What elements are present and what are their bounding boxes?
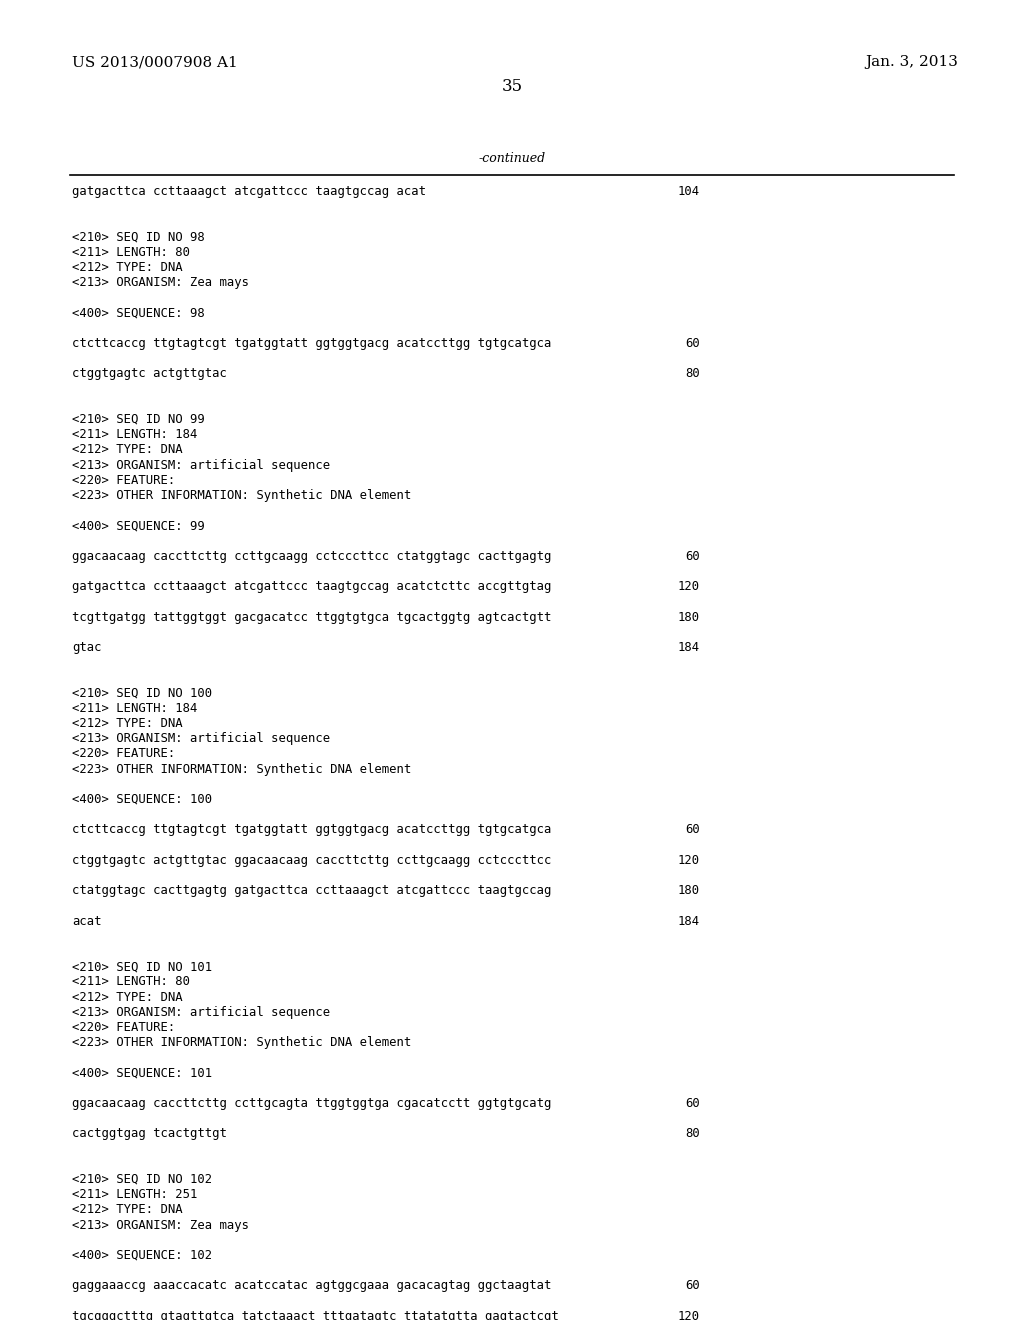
Text: 184: 184 [678, 642, 700, 653]
Text: <213> ORGANISM: Zea mays: <213> ORGANISM: Zea mays [72, 276, 249, 289]
Text: <210> SEQ ID NO 101: <210> SEQ ID NO 101 [72, 960, 212, 973]
Text: tcgttgatgg tattggtggt gacgacatcc ttggtgtgca tgcactggtg agtcactgtt: tcgttgatgg tattggtggt gacgacatcc ttggtgt… [72, 611, 551, 623]
Text: <400> SEQUENCE: 98: <400> SEQUENCE: 98 [72, 306, 205, 319]
Text: ctcttcaccg ttgtagtcgt tgatggtatt ggtggtgacg acatccttgg tgtgcatgca: ctcttcaccg ttgtagtcgt tgatggtatt ggtggtg… [72, 337, 551, 350]
Text: 80: 80 [685, 367, 700, 380]
Text: gatgacttca ccttaaagct atcgattccc taagtgccag acatctcttc accgttgtag: gatgacttca ccttaaagct atcgattccc taagtgc… [72, 581, 551, 593]
Text: <212> TYPE: DNA: <212> TYPE: DNA [72, 990, 182, 1003]
Text: 35: 35 [502, 78, 522, 95]
Text: <220> FEATURE:: <220> FEATURE: [72, 1020, 175, 1034]
Text: 104: 104 [678, 185, 700, 198]
Text: 180: 180 [678, 884, 700, 898]
Text: <220> FEATURE:: <220> FEATURE: [72, 747, 175, 760]
Text: 120: 120 [678, 854, 700, 867]
Text: <210> SEQ ID NO 100: <210> SEQ ID NO 100 [72, 686, 212, 700]
Text: <223> OTHER INFORMATION: Synthetic DNA element: <223> OTHER INFORMATION: Synthetic DNA e… [72, 488, 412, 502]
Text: <213> ORGANISM: Zea mays: <213> ORGANISM: Zea mays [72, 1218, 249, 1232]
Text: <210> SEQ ID NO 98: <210> SEQ ID NO 98 [72, 231, 205, 244]
Text: <223> OTHER INFORMATION: Synthetic DNA element: <223> OTHER INFORMATION: Synthetic DNA e… [72, 1036, 412, 1049]
Text: -continued: -continued [478, 152, 546, 165]
Text: <400> SEQUENCE: 99: <400> SEQUENCE: 99 [72, 519, 205, 532]
Text: US 2013/0007908 A1: US 2013/0007908 A1 [72, 55, 238, 69]
Text: <210> SEQ ID NO 102: <210> SEQ ID NO 102 [72, 1173, 212, 1185]
Text: gtac: gtac [72, 642, 101, 653]
Text: ggacaacaag caccttcttg ccttgcagta ttggtggtga cgacatcctt ggtgtgcatg: ggacaacaag caccttcttg ccttgcagta ttggtgg… [72, 1097, 551, 1110]
Text: <211> LENGTH: 184: <211> LENGTH: 184 [72, 428, 198, 441]
Text: 120: 120 [678, 581, 700, 593]
Text: Jan. 3, 2013: Jan. 3, 2013 [865, 55, 958, 69]
Text: ggacaacaag caccttcttg ccttgcaagg cctcccttcc ctatggtagc cacttgagtg: ggacaacaag caccttcttg ccttgcaagg cctccct… [72, 550, 551, 562]
Text: <400> SEQUENCE: 101: <400> SEQUENCE: 101 [72, 1067, 212, 1080]
Text: ctggtgagtc actgttgtac: ctggtgagtc actgttgtac [72, 367, 227, 380]
Text: <212> TYPE: DNA: <212> TYPE: DNA [72, 717, 182, 730]
Text: <212> TYPE: DNA: <212> TYPE: DNA [72, 261, 182, 275]
Text: ctggtgagtc actgttgtac ggacaacaag caccttcttg ccttgcaagg cctcccttcc: ctggtgagtc actgttgtac ggacaacaag caccttc… [72, 854, 551, 867]
Text: <211> LENGTH: 251: <211> LENGTH: 251 [72, 1188, 198, 1201]
Text: <211> LENGTH: 80: <211> LENGTH: 80 [72, 975, 190, 989]
Text: cactggtgag tcactgttgt: cactggtgag tcactgttgt [72, 1127, 227, 1140]
Text: <213> ORGANISM: artificial sequence: <213> ORGANISM: artificial sequence [72, 733, 330, 746]
Text: <400> SEQUENCE: 102: <400> SEQUENCE: 102 [72, 1249, 212, 1262]
Text: tgcgggctttg gtagttgtca tatctaaact tttgatagtc ttatatgtta gagtactcgt: tgcgggctttg gtagttgtca tatctaaact tttgat… [72, 1309, 559, 1320]
Text: ctcttcaccg ttgtagtcgt tgatggtatt ggtggtgacg acatccttgg tgtgcatgca: ctcttcaccg ttgtagtcgt tgatggtatt ggtggtg… [72, 824, 551, 837]
Text: gaggaaaccg aaaccacatc acatccatac agtggcgaaa gacacagtag ggctaagtat: gaggaaaccg aaaccacatc acatccatac agtggcg… [72, 1279, 551, 1292]
Text: <210> SEQ ID NO 99: <210> SEQ ID NO 99 [72, 413, 205, 426]
Text: 60: 60 [685, 1097, 700, 1110]
Text: <223> OTHER INFORMATION: Synthetic DNA element: <223> OTHER INFORMATION: Synthetic DNA e… [72, 763, 412, 776]
Text: <220> FEATURE:: <220> FEATURE: [72, 474, 175, 487]
Text: acat: acat [72, 915, 101, 928]
Text: 60: 60 [685, 550, 700, 562]
Text: <211> LENGTH: 80: <211> LENGTH: 80 [72, 246, 190, 259]
Text: <212> TYPE: DNA: <212> TYPE: DNA [72, 444, 182, 457]
Text: 120: 120 [678, 1309, 700, 1320]
Text: <213> ORGANISM: artificial sequence: <213> ORGANISM: artificial sequence [72, 1006, 330, 1019]
Text: <212> TYPE: DNA: <212> TYPE: DNA [72, 1204, 182, 1217]
Text: 80: 80 [685, 1127, 700, 1140]
Text: 184: 184 [678, 915, 700, 928]
Text: 60: 60 [685, 337, 700, 350]
Text: 180: 180 [678, 611, 700, 623]
Text: <213> ORGANISM: artificial sequence: <213> ORGANISM: artificial sequence [72, 458, 330, 471]
Text: <400> SEQUENCE: 100: <400> SEQUENCE: 100 [72, 793, 212, 807]
Text: <211> LENGTH: 184: <211> LENGTH: 184 [72, 702, 198, 715]
Text: 60: 60 [685, 1279, 700, 1292]
Text: ctatggtagc cacttgagtg gatgacttca ccttaaagct atcgattccc taagtgccag: ctatggtagc cacttgagtg gatgacttca ccttaaa… [72, 884, 551, 898]
Text: 60: 60 [685, 824, 700, 837]
Text: gatgacttca ccttaaagct atcgattccc taagtgccag acat: gatgacttca ccttaaagct atcgattccc taagtgc… [72, 185, 426, 198]
